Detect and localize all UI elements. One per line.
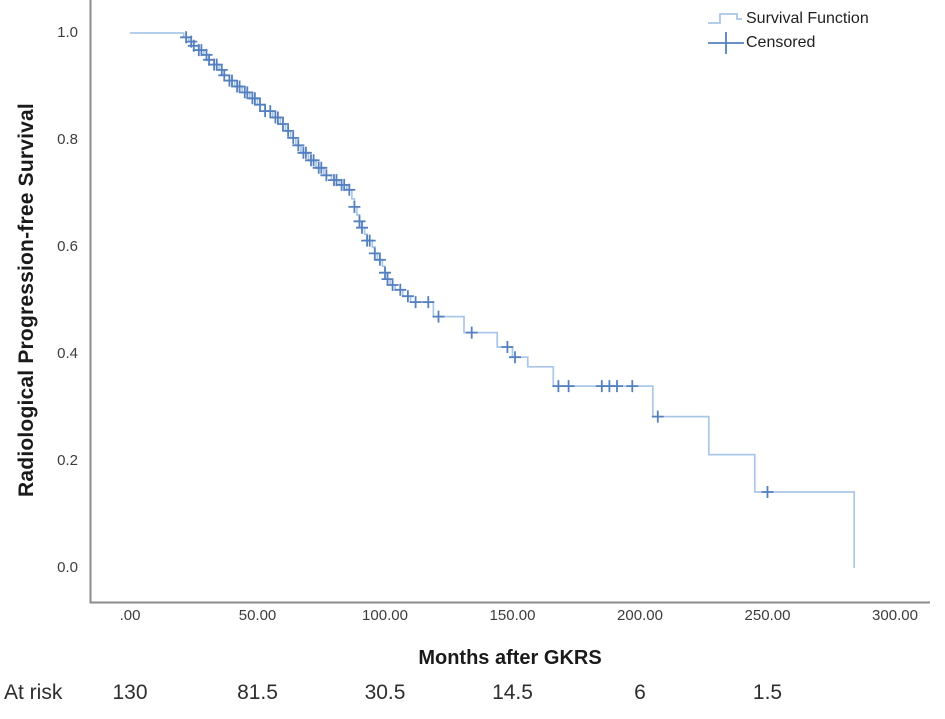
censored-mark (299, 146, 312, 159)
x-tick-label: 250.00 (744, 607, 791, 624)
censored-mark (307, 154, 320, 167)
censored-mark (386, 279, 399, 291)
censored-mark (277, 118, 289, 130)
censored-mark (465, 326, 478, 339)
censored-mark (409, 296, 422, 309)
censored-mark (282, 124, 295, 137)
x-axis-title: Months after GKRS (418, 647, 602, 669)
x-tick-label: 300.00 (872, 607, 918, 624)
y-axis-title: Radiological Progression-free Survival (15, 103, 38, 497)
legend: Survival Function Censored (704, 7, 869, 55)
censored-mark (401, 290, 414, 303)
legend-label-censored: Censored (746, 34, 816, 51)
at-risk-value: 30.5 (364, 681, 406, 704)
y-tick-label: 1.0 (57, 24, 78, 41)
x-tick-label: 200.00 (617, 607, 663, 624)
censored-mark (379, 266, 391, 279)
censored-mark (562, 380, 575, 393)
censored-mark (226, 74, 238, 87)
censored-mark (501, 341, 514, 353)
x-tick-label: .00 (119, 607, 141, 624)
censored-mark (381, 273, 394, 286)
censored-mark (241, 86, 254, 99)
censored-mark (315, 161, 328, 174)
y-tick-label: 0.2 (57, 452, 78, 469)
survival-curve (130, 32, 856, 568)
censored-mark (353, 215, 366, 228)
censored-mark (338, 178, 351, 191)
legend-entry-censored: Censored (704, 31, 869, 55)
censored-mark (320, 169, 333, 182)
censored-mark (292, 139, 305, 152)
censored-mark (218, 69, 231, 82)
x-tick-label: 100.00 (362, 607, 408, 624)
censored-mark (348, 200, 361, 213)
at-risk-label: At risk (4, 681, 63, 704)
censored-mark (215, 63, 228, 76)
y-tick-label: 0.0 (57, 559, 78, 576)
y-tick-label: 0.6 (57, 238, 78, 255)
x-tick-label: 50.00 (238, 607, 277, 624)
censored-mark (287, 131, 300, 144)
censored-mark (626, 380, 639, 393)
censored-mark (552, 380, 565, 393)
censored-mark (651, 410, 664, 423)
censored-mark (432, 310, 445, 323)
at-risk-value: 1.5 (752, 681, 783, 704)
at-risk-value: 6 (634, 681, 646, 704)
y-tick-label: 0.8 (57, 131, 78, 148)
censored-mark (363, 234, 376, 247)
at-risk-value: 81.5 (237, 681, 278, 704)
censored-mark (509, 351, 521, 364)
censored-mark (254, 98, 266, 111)
legend-label-survival: Survival Function (746, 10, 869, 27)
censored-mark (368, 247, 381, 260)
legend-entry-survival: Survival Function (704, 7, 869, 31)
censored-mark (343, 183, 356, 196)
censored-mark (233, 80, 246, 93)
censored-mark (210, 58, 223, 71)
censored-mark (611, 380, 623, 393)
at-risk-value: 14.5 (492, 681, 533, 704)
at-risk-value: 130 (112, 681, 148, 704)
x-tick-label: 150.00 (489, 607, 536, 624)
censored-mark (373, 253, 386, 266)
censored-mark (761, 486, 774, 498)
y-tick-label: 0.4 (57, 345, 78, 362)
censored-mark (394, 283, 407, 296)
plus-icon (708, 32, 744, 54)
censored-mark (271, 111, 284, 124)
censored-mark (422, 296, 435, 309)
censored-mark (356, 221, 368, 234)
censored-mark (248, 92, 261, 105)
step-line-icon (708, 13, 742, 24)
censored-mark (264, 105, 277, 118)
